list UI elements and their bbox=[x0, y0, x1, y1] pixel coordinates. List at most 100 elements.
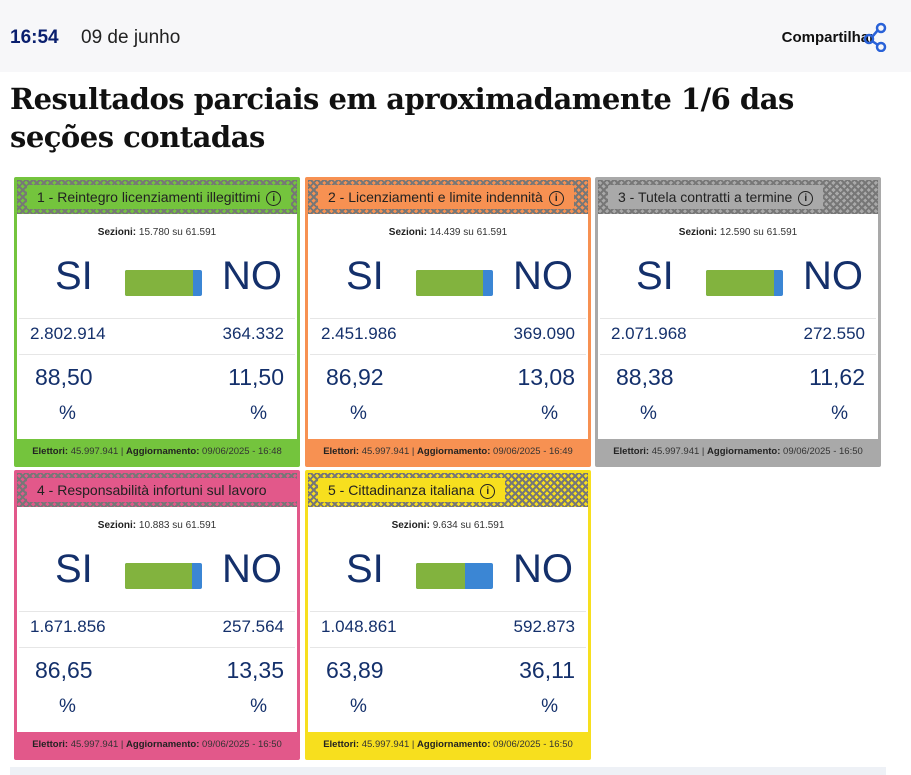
no-percent: 11,62 bbox=[809, 364, 865, 390]
no-percent-sign: % bbox=[250, 696, 267, 717]
card-body: Sezioni: 14.439 su 61.591 SI NO 2.451.98… bbox=[308, 214, 588, 439]
si-label: SI bbox=[55, 254, 93, 298]
no-label: NO bbox=[513, 547, 573, 591]
no-percent-sign: % bbox=[831, 403, 848, 424]
divider bbox=[310, 647, 586, 648]
divider bbox=[19, 611, 295, 612]
no-votes: 364.332 bbox=[222, 324, 284, 343]
card-footer: Elettori: 45.997.941 | Aggiornamento: 09… bbox=[32, 446, 282, 457]
si-bar-fill bbox=[125, 563, 192, 589]
card-header: 2 - Licenziamenti e limite indennità i bbox=[308, 180, 588, 214]
no-votes: 369.090 bbox=[513, 324, 575, 343]
card-title-text: 2 - Licenziamenti e limite indennità bbox=[328, 189, 543, 205]
date: 09 de junho bbox=[81, 27, 181, 48]
divider bbox=[19, 354, 295, 355]
si-percent: 86,92 bbox=[326, 364, 384, 390]
card-header: 4 - Responsabilità infortuni sul lavoroi bbox=[17, 473, 297, 523]
si-percent-sign: % bbox=[350, 696, 367, 717]
no-label: NO bbox=[513, 254, 573, 298]
referendum-card: 1 - Reintegro licenziamenti illegittimi i… bbox=[14, 177, 300, 467]
card-title-text: 4 - Responsabilità infortuni sul lavoro bbox=[37, 482, 267, 498]
si-label: SI bbox=[346, 547, 384, 591]
card-body: Sezioni: 12.590 su 61.591 SI NO 2.071.96… bbox=[598, 214, 878, 439]
divider bbox=[600, 318, 876, 319]
info-icon[interactable]: i bbox=[480, 484, 496, 499]
referendum-card: 4 - Responsabilità infortuni sul lavoroi… bbox=[14, 470, 300, 760]
si-percent-sign: % bbox=[640, 403, 657, 424]
no-percent-sign: % bbox=[541, 403, 558, 424]
si-votes: 2.451.986 bbox=[321, 324, 397, 343]
si-percent: 63,89 bbox=[326, 657, 384, 683]
si-votes: 1.048.861 bbox=[321, 617, 397, 636]
sections-count: Sezioni: 9.634 su 61.591 bbox=[391, 520, 505, 531]
card-body: Sezioni: 15.780 su 61.591 SI NO 2.802.91… bbox=[17, 214, 297, 439]
page-title: Resultados parciais em aproximadamente 1… bbox=[10, 82, 794, 154]
share-icon[interactable] bbox=[862, 22, 888, 52]
card-footer: Elettori: 45.997.941 | Aggiornamento: 09… bbox=[32, 739, 282, 750]
top-bar: 16:54 09 de junho Compartilhar bbox=[0, 0, 911, 72]
card-title-text: 3 - Tutela contratti a termine bbox=[618, 189, 793, 205]
card-header: 5 - Cittadinanza italiana i bbox=[308, 473, 588, 507]
si-label: SI bbox=[55, 547, 93, 591]
card-title[interactable]: 4 - Responsabilità infortuni sul lavoroi bbox=[27, 478, 297, 523]
si-percent: 86,65 bbox=[35, 657, 93, 683]
sections-count: Sezioni: 12.590 su 61.591 bbox=[678, 227, 798, 238]
referendum-card: 3 - Tutela contratti a termine i Sezioni:… bbox=[595, 177, 881, 467]
info-icon[interactable]: i bbox=[266, 191, 282, 206]
divider bbox=[19, 647, 295, 648]
card-title-text: 1 - Reintegro licenziamenti illegittimi bbox=[37, 189, 261, 205]
si-percent: 88,38 bbox=[616, 364, 674, 390]
referendum-card: 5 - Cittadinanza italiana i Sezioni: 9.63… bbox=[305, 470, 591, 760]
si-bar-fill bbox=[416, 563, 466, 589]
card-body: Sezioni: 9.634 su 61.591 SI NO 1.048.861… bbox=[308, 507, 588, 732]
no-percent: 13,35 bbox=[226, 657, 284, 683]
result-bar bbox=[416, 563, 493, 589]
sections-count: Sezioni: 10.883 su 61.591 bbox=[97, 520, 217, 531]
share-button[interactable]: Compartilhar bbox=[781, 29, 875, 46]
si-percent-sign: % bbox=[350, 403, 367, 424]
no-label: NO bbox=[222, 254, 282, 298]
divider bbox=[19, 318, 295, 319]
result-bar bbox=[125, 563, 202, 589]
no-label: NO bbox=[222, 547, 282, 591]
card-title[interactable]: 5 - Cittadinanza italiana i bbox=[318, 478, 506, 502]
divider bbox=[310, 318, 586, 319]
si-label: SI bbox=[636, 254, 674, 298]
no-percent: 36,11 bbox=[519, 657, 575, 683]
divider bbox=[310, 611, 586, 612]
si-percent-sign: % bbox=[59, 696, 76, 717]
info-icon[interactable]: i bbox=[798, 191, 814, 206]
si-bar-fill bbox=[416, 270, 483, 296]
card-body: Sezioni: 10.883 su 61.591 SI NO 1.671.85… bbox=[17, 507, 297, 732]
si-bar-fill bbox=[125, 270, 194, 296]
no-votes: 272.550 bbox=[803, 324, 865, 343]
info-icon[interactable]: i bbox=[548, 191, 564, 206]
referendum-card: 2 - Licenziamenti e limite indennità i Se… bbox=[305, 177, 591, 467]
card-header: 3 - Tutela contratti a termine i bbox=[598, 180, 878, 214]
result-bar bbox=[416, 270, 493, 296]
divider bbox=[10, 767, 886, 775]
no-percent-sign: % bbox=[541, 696, 558, 717]
no-percent: 11,50 bbox=[228, 364, 284, 390]
no-percent-sign: % bbox=[250, 403, 267, 424]
no-votes: 257.564 bbox=[222, 617, 284, 636]
divider bbox=[310, 354, 586, 355]
card-title-text: 5 - Cittadinanza italiana bbox=[328, 482, 475, 498]
card-title[interactable]: 3 - Tutela contratti a termine i bbox=[608, 185, 824, 209]
card-title[interactable]: 1 - Reintegro licenziamenti illegittimi i bbox=[27, 185, 292, 209]
result-bar bbox=[706, 270, 783, 296]
si-percent: 88,50 bbox=[35, 364, 93, 390]
sections-count: Sezioni: 14.439 su 61.591 bbox=[388, 227, 508, 238]
si-bar-fill bbox=[706, 270, 775, 296]
divider bbox=[600, 354, 876, 355]
result-bar bbox=[125, 270, 202, 296]
si-label: SI bbox=[346, 254, 384, 298]
time: 16:54 bbox=[10, 27, 59, 48]
card-header: 1 - Reintegro licenziamenti illegittimi i bbox=[17, 180, 297, 214]
sections-count: Sezioni: 15.780 su 61.591 bbox=[97, 227, 217, 238]
si-votes: 1.671.856 bbox=[30, 617, 106, 636]
card-title[interactable]: 2 - Licenziamenti e limite indennità i bbox=[318, 185, 574, 209]
no-percent: 13,08 bbox=[517, 364, 575, 390]
si-votes: 2.802.914 bbox=[30, 324, 106, 343]
no-votes: 592.873 bbox=[513, 617, 575, 636]
